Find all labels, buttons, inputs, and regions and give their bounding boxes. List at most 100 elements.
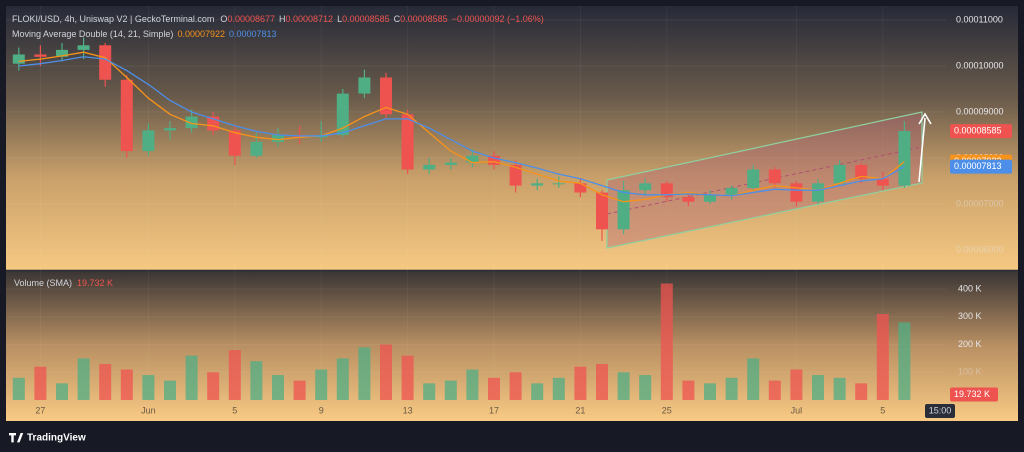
brand: TradingView xyxy=(8,433,86,444)
y-tick-label: 300 K xyxy=(958,311,982,321)
volume-bar xyxy=(380,344,392,400)
candle-body xyxy=(164,128,176,131)
volume-bar xyxy=(77,358,90,400)
volume-bar xyxy=(358,347,371,400)
arrow xyxy=(918,112,932,183)
candle-body xyxy=(358,77,371,94)
cursor-time-box xyxy=(925,404,955,418)
candle-body xyxy=(77,45,90,50)
x-tick-label: 5 xyxy=(232,405,237,415)
candle-body xyxy=(790,183,803,202)
x-tick-label: Jul xyxy=(791,405,803,415)
volume-name: Volume (SMA) xyxy=(14,278,72,288)
volume-bar xyxy=(401,355,414,400)
candle-body xyxy=(228,130,241,156)
volume-bar xyxy=(725,377,738,400)
volume-bar xyxy=(315,369,328,400)
ma-slow-tag-box xyxy=(950,159,1012,174)
candle-body xyxy=(99,45,112,80)
candle-body xyxy=(747,169,760,188)
candle-body xyxy=(401,114,414,170)
volume-bar xyxy=(682,380,695,400)
volume-bar xyxy=(207,372,220,400)
candle-body xyxy=(185,116,198,129)
candle-body xyxy=(660,183,673,198)
ohlc-value: 0.00008677 xyxy=(227,14,275,24)
footer xyxy=(0,424,1024,452)
last-price-tag-box xyxy=(950,124,1012,139)
candle-body xyxy=(596,192,608,230)
volume-bar xyxy=(876,314,889,400)
x-tick-label: 17 xyxy=(489,405,499,415)
candle-body xyxy=(423,164,436,170)
volume-bar xyxy=(336,358,349,400)
ohlc-key: H xyxy=(279,14,286,24)
volume-bar xyxy=(272,375,284,400)
volume-bar xyxy=(898,322,911,400)
ohlc-key: O xyxy=(220,14,227,24)
candle-body xyxy=(380,77,392,115)
arrow-head xyxy=(918,112,932,125)
ohlc-value: 0.00008712 xyxy=(286,14,334,24)
candle-body xyxy=(768,169,781,184)
x-tick-label: 5 xyxy=(880,405,885,415)
volume-bar xyxy=(423,383,436,400)
volume-bar xyxy=(639,375,652,400)
volume-bar xyxy=(855,383,868,400)
candle-body xyxy=(725,187,738,195)
cursor-time: 15:00 xyxy=(929,405,952,415)
x-tick-label: 27 xyxy=(35,405,45,415)
volume-bar xyxy=(660,283,673,400)
x-tick-label: 9 xyxy=(319,405,324,415)
volume-bar xyxy=(293,380,306,400)
candle-body xyxy=(574,183,587,193)
volume-tag: 19.732 K xyxy=(954,389,990,399)
ma-line xyxy=(18,56,905,197)
y-tick-label: 0.00010000 xyxy=(956,60,1004,70)
volume-bar xyxy=(812,375,824,400)
candle-body xyxy=(876,178,889,186)
candle-body xyxy=(531,183,544,186)
indicator-name: Moving Average Double (14, 21, Simple) xyxy=(12,29,173,39)
candle-body xyxy=(488,155,500,165)
y-tick-label: 0.00009000 xyxy=(956,106,1004,116)
volume-bar xyxy=(617,372,630,400)
volume-bar xyxy=(552,377,565,400)
candle-body xyxy=(34,54,47,57)
ohlc-value: 0.00008585 xyxy=(400,14,448,24)
volume-bar xyxy=(142,375,155,400)
volume-bar xyxy=(120,369,133,400)
x-tick-label: 21 xyxy=(575,405,585,415)
brand-name: TradingView xyxy=(27,433,86,444)
candle-body xyxy=(509,164,522,186)
candle-body xyxy=(56,49,68,57)
volume-bar xyxy=(250,361,263,400)
candle-body xyxy=(120,79,133,152)
candle-body xyxy=(704,194,716,202)
candle-body xyxy=(466,155,479,163)
ma-line xyxy=(18,51,905,203)
x-tick-label: 25 xyxy=(662,405,672,415)
price-pane xyxy=(6,6,1018,270)
volume-bar xyxy=(34,366,47,400)
header: FLOKI/USD, 4h, Uniswap V2 | GeckoTermina… xyxy=(12,14,544,24)
volume-bar xyxy=(531,383,544,400)
candle-body xyxy=(682,197,695,202)
symbol: FLOKI/USD, 4h, Uniswap V2 | GeckoTermina… xyxy=(12,14,214,24)
candle-body xyxy=(272,134,284,142)
candle-body xyxy=(617,190,630,230)
volume-bar xyxy=(509,372,522,400)
x-tick-label: Jun xyxy=(141,405,156,415)
volume-bar xyxy=(185,355,198,400)
legend-value: 0.00007813 xyxy=(229,29,277,39)
channel-midline xyxy=(606,146,923,215)
volume-bar xyxy=(99,363,112,400)
candle-body xyxy=(142,130,155,152)
candle-body xyxy=(12,54,25,64)
volume-bar xyxy=(228,350,241,400)
candle-body xyxy=(552,183,565,185)
marks xyxy=(12,37,911,400)
y-tick-label: 100 K xyxy=(958,367,982,377)
volume-value: 19.732 K xyxy=(77,278,113,288)
